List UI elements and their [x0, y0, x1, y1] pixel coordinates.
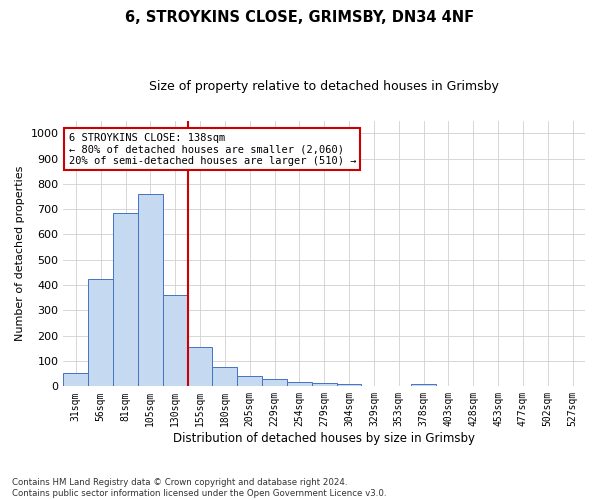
Bar [163, 295, 188, 386]
Bar [113, 213, 138, 386]
Bar [64, 373, 88, 386]
Bar [287, 382, 312, 386]
Text: Contains HM Land Registry data © Crown copyright and database right 2024.
Contai: Contains HM Land Registry data © Crown c… [12, 478, 386, 498]
Bar [188, 347, 212, 387]
Text: 6, STROYKINS CLOSE, GRIMSBY, DN34 4NF: 6, STROYKINS CLOSE, GRIMSBY, DN34 4NF [125, 10, 475, 25]
X-axis label: Distribution of detached houses by size in Grimsby: Distribution of detached houses by size … [173, 432, 475, 445]
Bar [411, 384, 436, 386]
Bar [262, 379, 287, 386]
Bar [138, 194, 163, 386]
Text: 6 STROYKINS CLOSE: 138sqm
← 80% of detached houses are smaller (2,060)
20% of se: 6 STROYKINS CLOSE: 138sqm ← 80% of detac… [68, 132, 356, 166]
Bar [237, 376, 262, 386]
Bar [88, 279, 113, 386]
Bar [212, 368, 237, 386]
Title: Size of property relative to detached houses in Grimsby: Size of property relative to detached ho… [149, 80, 499, 93]
Bar [312, 384, 337, 386]
Bar [337, 384, 361, 386]
Y-axis label: Number of detached properties: Number of detached properties [15, 166, 25, 341]
